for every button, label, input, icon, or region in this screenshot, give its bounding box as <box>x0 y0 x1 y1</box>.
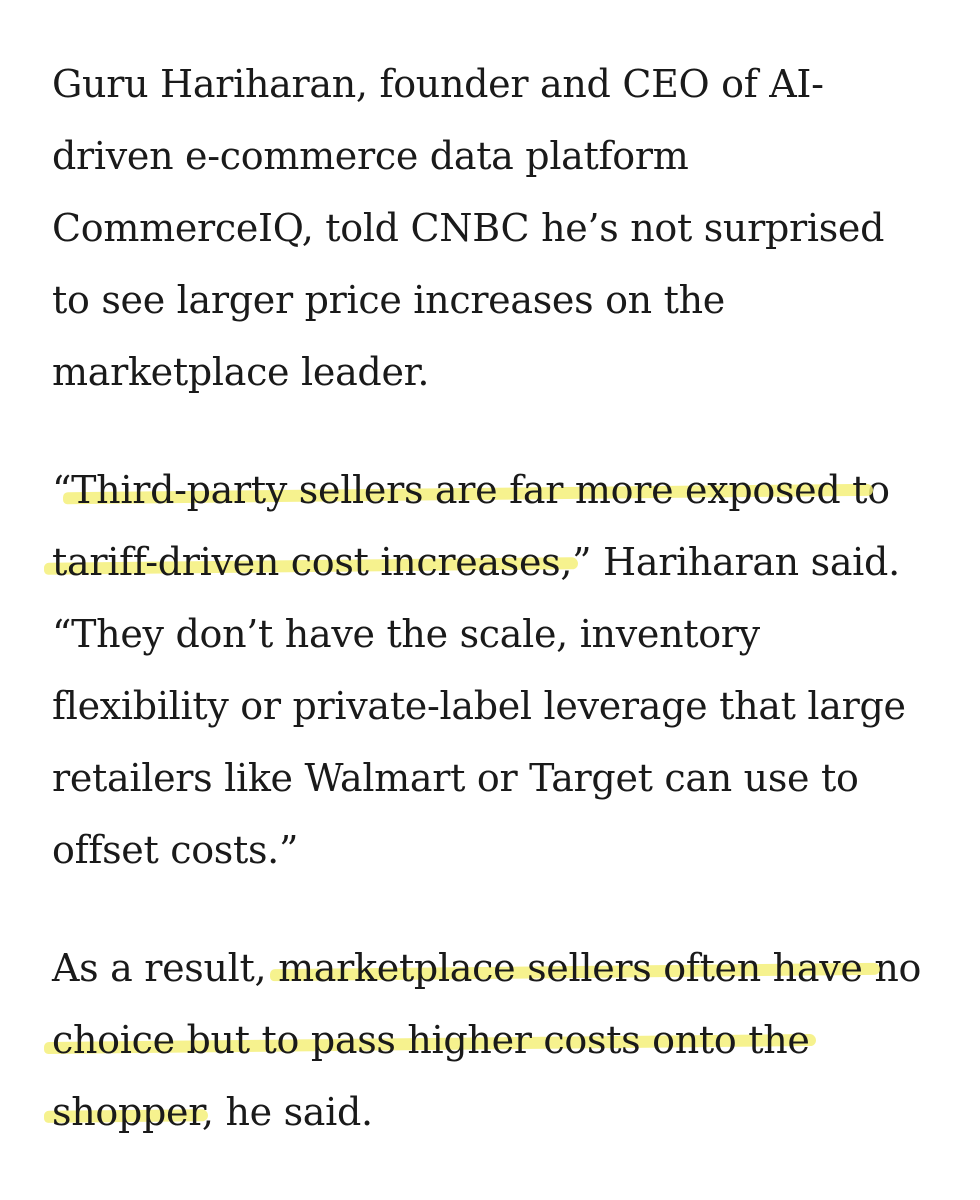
text-segment: driven e-commerce data platform <box>52 134 689 178</box>
text-line: tariff-driven cost increases,” Hariharan… <box>52 526 952 598</box>
text-segment: , he said. <box>201 1090 373 1134</box>
text-segment: As a result, <box>52 946 279 990</box>
text-line: retailers like Walmart or Target can use… <box>52 742 952 814</box>
text-segment: CommerceIQ, told CNBC he’s not surprised <box>52 206 885 250</box>
paragraph-gap <box>52 886 952 932</box>
text-segment: Guru Hariharan, founder and CEO of AI- <box>52 62 824 106</box>
paragraph-3: As a result, marketplace sellers often h… <box>52 932 952 1148</box>
text-line: offset costs.” <box>52 814 952 886</box>
article-body: Guru Hariharan, founder and CEO of AI-dr… <box>52 48 952 1148</box>
text-line: driven e-commerce data platform <box>52 120 952 192</box>
text-segment: marketplace leader. <box>52 350 430 394</box>
highlighted-text: tariff-driven cost increases, <box>52 540 573 584</box>
text-segment: o <box>867 468 890 512</box>
paragraph-gap <box>52 408 952 454</box>
text-line: marketplace leader. <box>52 336 952 408</box>
text-segment: “ <box>52 468 72 512</box>
highlighted-text: choice but to pass higher costs onto the <box>52 1018 810 1062</box>
text-segment: flexibility or private-label leverage th… <box>52 684 906 728</box>
text-line: Guru Hariharan, founder and CEO of AI- <box>52 48 952 120</box>
paragraph-2: “Third-party sellers are far more expose… <box>52 454 952 886</box>
text-line: CommerceIQ, told CNBC he’s not surprised <box>52 192 952 264</box>
text-segment: no <box>874 946 922 990</box>
text-segment: to see larger price increases on the <box>52 278 725 322</box>
text-line: to see larger price increases on the <box>52 264 952 336</box>
text-line: shopper, he said. <box>52 1076 952 1148</box>
text-line: “Third-party sellers are far more expose… <box>52 454 952 526</box>
text-segment: “They don’t have the scale, inventory <box>52 612 760 656</box>
text-segment: retailers like Walmart or Target can use… <box>52 756 859 800</box>
highlighted-text: Third-party sellers are far more exposed… <box>71 468 868 512</box>
text-segment: offset costs.” <box>52 828 299 872</box>
highlighted-text: marketplace sellers often have <box>278 946 875 990</box>
text-segment: ” Hariharan said. <box>572 540 900 584</box>
text-line: choice but to pass higher costs onto the <box>52 1004 952 1076</box>
text-line: flexibility or private-label leverage th… <box>52 670 952 742</box>
paragraph-1: Guru Hariharan, founder and CEO of AI-dr… <box>52 48 952 408</box>
text-line: “They don’t have the scale, inventory <box>52 598 952 670</box>
highlighted-text: shopper <box>52 1090 202 1134</box>
text-line: As a result, marketplace sellers often h… <box>52 932 952 1004</box>
